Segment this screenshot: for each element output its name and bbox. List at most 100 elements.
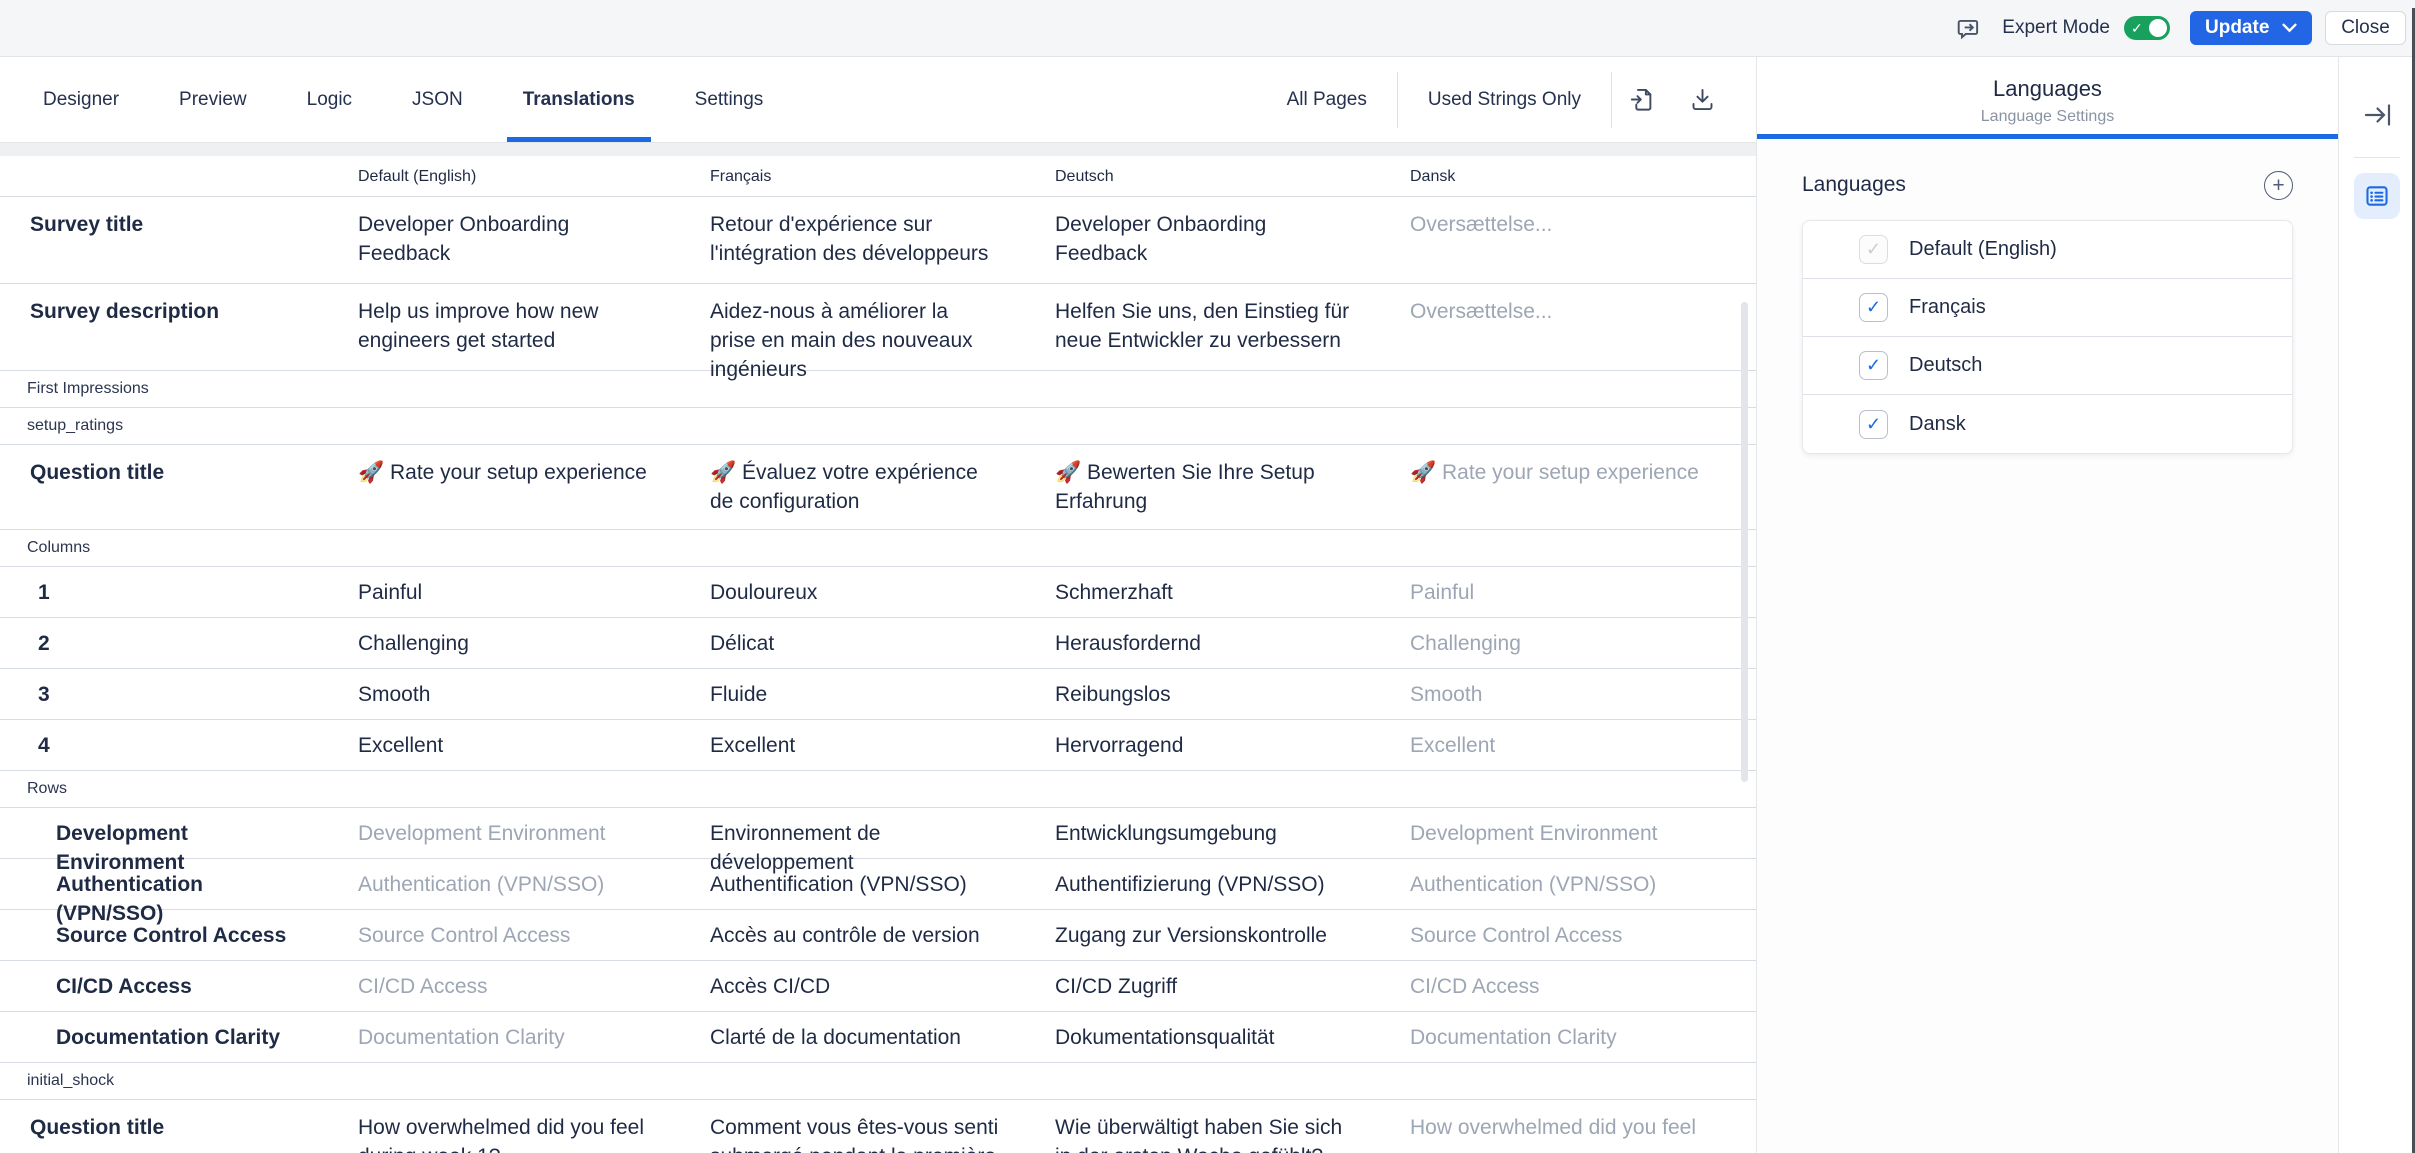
language-item-deutsch[interactable]: ✓ Deutsch xyxy=(1803,337,2292,395)
checkbox-checked-icon: ✓ xyxy=(1859,235,1888,264)
tab-json[interactable]: JSON xyxy=(412,88,463,110)
cell-dansk[interactable]: Authentication (VPN/SSO) xyxy=(1410,873,1657,896)
cell-dansk[interactable]: Oversættelse... xyxy=(1410,213,1553,236)
language-label: Default (English) xyxy=(1909,238,2057,260)
cell-francais[interactable]: Excellent xyxy=(710,734,796,757)
cell-default[interactable]: Authentication (VPN/SSO) xyxy=(358,873,605,896)
cell-deutsch[interactable]: Dokumentationsqualität xyxy=(1055,1026,1275,1049)
cell-francais[interactable]: Retour d'expérience sur l'intégration de… xyxy=(710,213,989,265)
table-group-row-columns: Columns xyxy=(0,530,1756,567)
toolbar-divider xyxy=(1396,71,1398,128)
cell-default[interactable]: Documentation Clarity xyxy=(358,1026,565,1049)
expert-mode-toggle[interactable]: ✓ xyxy=(2124,16,2170,40)
cell-francais[interactable]: Douloureux xyxy=(710,581,818,604)
cell-default[interactable]: Excellent xyxy=(358,734,444,757)
cell-deutsch[interactable]: Herausfordernd xyxy=(1055,632,1201,655)
row-label: Survey description xyxy=(30,300,220,323)
cell-default[interactable]: Developer Onboarding Feedback xyxy=(358,213,570,265)
close-button[interactable]: Close xyxy=(2325,11,2406,45)
table-header-row: Default (English) Français Deutsch Dansk xyxy=(0,156,1756,197)
tab-logic[interactable]: Logic xyxy=(306,88,353,110)
add-language-icon[interactable]: + xyxy=(2264,170,2293,200)
cell-default[interactable]: Help us improve how new engineers get st… xyxy=(358,300,599,352)
cell-deutsch[interactable]: Wie überwältigt haben Sie sich in der er… xyxy=(1055,1116,1343,1153)
checkbox-checked-icon[interactable]: ✓ xyxy=(1859,293,1888,322)
cell-francais[interactable]: Fluide xyxy=(710,683,768,706)
cell-deutsch[interactable]: Authentifizierung (VPN/SSO) xyxy=(1055,873,1325,896)
row-label: 3 xyxy=(38,683,50,706)
feedback-bubble-icon[interactable] xyxy=(1952,11,1986,45)
cell-deutsch[interactable]: Reibungslos xyxy=(1055,683,1171,706)
rail-divider xyxy=(2354,157,2400,158)
cell-francais[interactable]: Clarté de la documentation xyxy=(710,1026,961,1049)
cell-francais[interactable]: Accès au contrôle de version xyxy=(710,924,980,947)
update-button[interactable]: Update xyxy=(2190,11,2312,45)
language-label: Dansk xyxy=(1909,412,1966,435)
table-row-col1: 1 Painful Douloureux Schmerzhaft Painful xyxy=(0,567,1756,618)
cell-francais[interactable]: Comment vous êtes-vous senti submergé pe… xyxy=(710,1116,999,1153)
cell-default[interactable]: Development Environment xyxy=(358,822,606,845)
import-csv-icon[interactable] xyxy=(1612,70,1672,130)
cell-francais[interactable]: Environnement de développement xyxy=(710,822,881,874)
table-scrollbar[interactable] xyxy=(1741,302,1748,782)
cell-dansk[interactable]: Source Control Access xyxy=(1410,924,1623,947)
cell-default[interactable]: How overwhelmed did you feel during week… xyxy=(358,1116,644,1153)
checkbox-checked-icon[interactable]: ✓ xyxy=(1859,351,1888,380)
pages-filter-dropdown[interactable]: All Pages xyxy=(1286,88,1367,110)
cell-francais[interactable]: Authentification (VPN/SSO) xyxy=(710,873,967,896)
cell-dansk[interactable]: Documentation Clarity xyxy=(1410,1026,1617,1049)
group-label: First Impressions xyxy=(27,380,149,397)
header-spacer xyxy=(0,156,328,196)
cell-francais[interactable]: Accès CI/CD xyxy=(710,975,831,998)
cell-deutsch[interactable]: CI/CD Zugriff xyxy=(1055,975,1178,998)
row-label: Survey title xyxy=(30,213,144,236)
cell-francais[interactable]: Délicat xyxy=(710,632,775,655)
cell-dansk[interactable]: Oversættelse... xyxy=(1410,300,1553,323)
cell-dansk[interactable]: Smooth xyxy=(1410,683,1483,706)
cell-default[interactable]: Challenging xyxy=(358,632,469,655)
cell-default[interactable]: CI/CD Access xyxy=(358,975,488,998)
tab-preview[interactable]: Preview xyxy=(179,88,247,110)
cell-dansk[interactable]: How overwhelmed did you feel xyxy=(1410,1116,1696,1139)
right-rail xyxy=(2338,57,2415,1153)
cell-deutsch[interactable]: Hervorragend xyxy=(1055,734,1184,757)
column-header-deutsch: Deutsch xyxy=(1055,168,1114,185)
cell-dansk[interactable]: CI/CD Access xyxy=(1410,975,1540,998)
language-item-francais[interactable]: ✓ Français xyxy=(1803,279,2292,337)
cell-deutsch[interactable]: Zugang zur Versionskontrolle xyxy=(1055,924,1327,947)
export-download-icon[interactable] xyxy=(1672,70,1732,130)
language-settings-tool-icon[interactable] xyxy=(2354,173,2400,219)
cell-francais[interactable]: Aidez-nous à améliorer la prise en main … xyxy=(710,300,973,381)
table-group-row-question: setup_ratings xyxy=(0,408,1756,445)
cell-dansk[interactable]: Excellent xyxy=(1410,734,1496,757)
cell-dansk[interactable]: Development Environment xyxy=(1410,822,1658,845)
cell-default[interactable]: 🚀 Rate your setup experience xyxy=(358,461,647,484)
row-label: Question title xyxy=(30,461,165,484)
window-edge xyxy=(2412,8,2415,1153)
cell-deutsch[interactable]: 🚀 Bewerten Sie Ihre Setup Erfahrung xyxy=(1055,461,1315,513)
cell-dansk[interactable]: Challenging xyxy=(1410,632,1521,655)
cell-dansk[interactable]: 🚀 Rate your setup experience xyxy=(1410,461,1699,484)
language-item-dansk[interactable]: ✓ Dansk xyxy=(1803,395,2292,453)
cell-francais[interactable]: 🚀 Évaluez votre expérience de configurat… xyxy=(710,461,978,513)
collapse-panel-icon[interactable] xyxy=(2339,85,2415,145)
cell-deutsch[interactable]: Entwicklungsumgebung xyxy=(1055,822,1277,845)
checkbox-checked-icon[interactable]: ✓ xyxy=(1859,409,1888,439)
cell-default[interactable]: Source Control Access xyxy=(358,924,571,947)
languages-panel-body: Languages + ✓ Default (English) ✓ França… xyxy=(1757,139,2338,454)
strings-filter-dropdown[interactable]: Used Strings Only xyxy=(1427,88,1581,110)
cell-default[interactable]: Painful xyxy=(358,581,423,604)
panel-subtitle: Language Settings xyxy=(1980,108,2115,125)
tab-settings[interactable]: Settings xyxy=(694,88,764,110)
toolbar-divider xyxy=(1611,71,1612,128)
tab-designer[interactable]: Designer xyxy=(43,88,120,110)
table-row-doc-clarity: Documentation Clarity Documentation Clar… xyxy=(0,1012,1756,1063)
cell-dansk[interactable]: Painful xyxy=(1410,581,1475,604)
table-row-cicd: CI/CD Access CI/CD Access Accès CI/CD CI… xyxy=(0,961,1756,1012)
cell-deutsch[interactable]: Helfen Sie uns, den Einstieg für neue En… xyxy=(1055,300,1350,352)
cell-default[interactable]: Smooth xyxy=(358,683,431,706)
cell-deutsch[interactable]: Developer Onbaording Feedback xyxy=(1055,213,1267,265)
cell-deutsch[interactable]: Schmerzhaft xyxy=(1055,581,1173,604)
language-item-default[interactable]: ✓ Default (English) xyxy=(1803,221,2292,279)
tab-translations[interactable]: Translations xyxy=(493,57,665,142)
